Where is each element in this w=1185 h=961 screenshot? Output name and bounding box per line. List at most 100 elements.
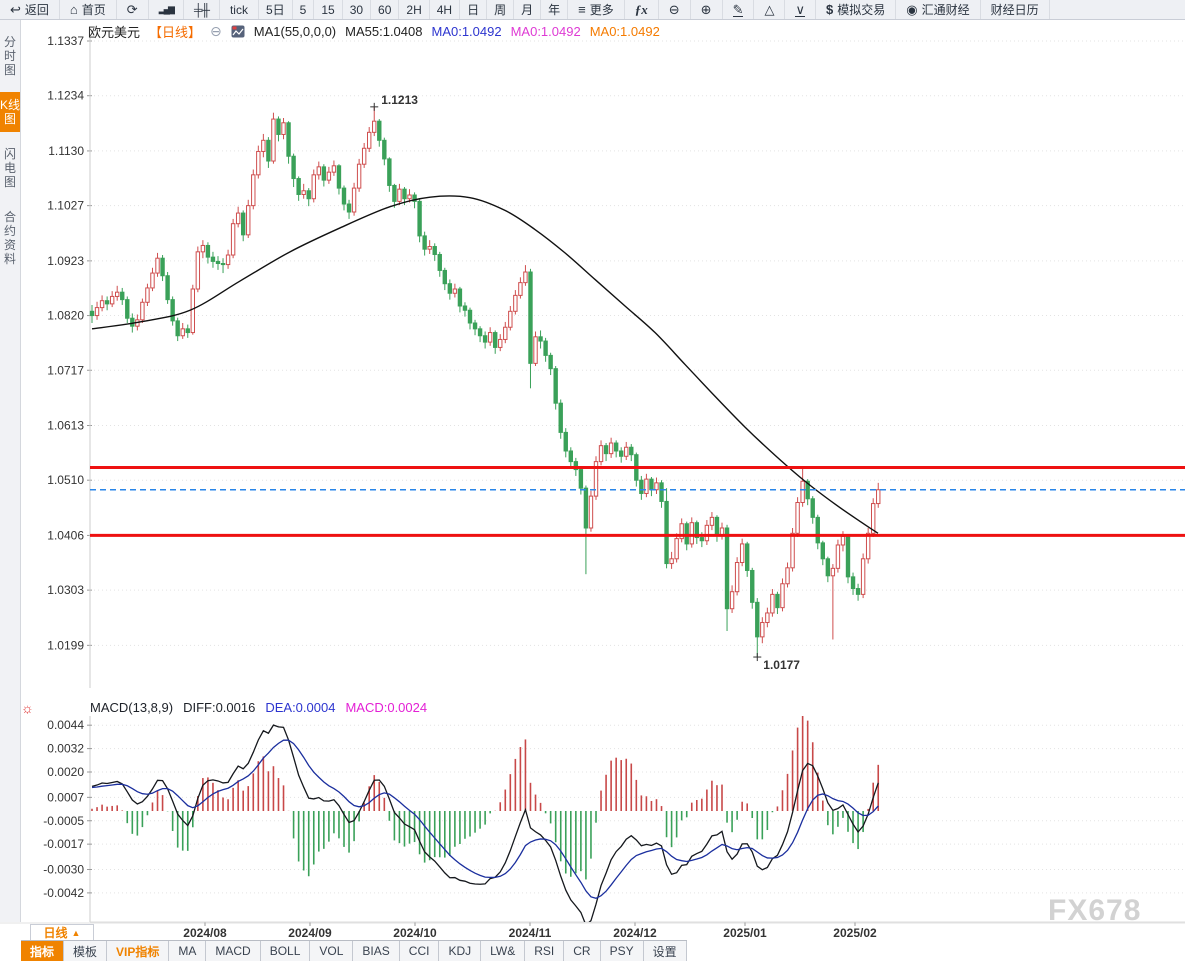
calendar-button-label: 财经日历 xyxy=(990,3,1039,17)
svg-text:1.1234: 1.1234 xyxy=(47,89,84,103)
home-button-label: 首页 xyxy=(81,3,106,17)
period-day-button[interactable]: 日 xyxy=(460,0,488,19)
zoom-out-button[interactable]: ⊖ xyxy=(659,0,691,19)
period-2h-button[interactable]: 2H xyxy=(399,0,430,19)
high-annotation: 1.1213 xyxy=(370,93,418,111)
period-day-button-label: 日 xyxy=(467,3,480,17)
period-60-button[interactable]: 60 xyxy=(371,0,400,19)
logo-icon: ◉ xyxy=(906,2,918,17)
draw-triangle-button[interactable]: △ xyxy=(754,0,786,19)
zoom-in-icon: ⊕ xyxy=(700,2,712,17)
calendar-button[interactable]: 财经日历 xyxy=(981,0,1050,19)
sidebar: 分时图 K线图闪电图合约资料 xyxy=(0,20,21,922)
tab-PSY[interactable]: PSY xyxy=(601,941,644,961)
tab-BOLL[interactable]: BOLL xyxy=(261,941,311,961)
ma-chart-icon[interactable] xyxy=(231,25,245,38)
period-4h-button[interactable]: 4H xyxy=(430,0,461,19)
period-5d-button-label: 5日 xyxy=(265,3,285,17)
draw-pencil-button[interactable]: ✎ xyxy=(723,0,755,19)
candle-chart-button[interactable]: ╪╫ xyxy=(184,0,220,19)
huitong-button[interactable]: ◉ 汇通财经 xyxy=(896,0,981,19)
more-button[interactable]: ≡ 更多 xyxy=(568,0,625,19)
triangle-icon: △ xyxy=(764,2,775,17)
collapse-icon[interactable]: ⊖ xyxy=(210,23,222,39)
sidebar-item-kline-chart[interactable]: K线图 xyxy=(0,92,20,132)
svg-text:0.0032: 0.0032 xyxy=(47,742,84,756)
svg-text:1.0510: 1.0510 xyxy=(47,473,84,487)
period-dropdown-button[interactable]: 日线 ▲ xyxy=(30,924,94,941)
svg-text:2024/09: 2024/09 xyxy=(288,926,332,940)
sim-trade-button[interactable]: $ 模拟交易 xyxy=(816,0,897,19)
svg-text:1.0303: 1.0303 xyxy=(47,583,84,597)
fx-icon: ƒx xyxy=(634,2,648,17)
draw-vline-button[interactable]: ∨ xyxy=(785,0,816,19)
tab-MA[interactable]: MA xyxy=(169,941,207,961)
sidebar-item-time-chart[interactable]: 分时图 xyxy=(3,35,16,77)
tab-VOL[interactable]: VOL xyxy=(310,941,354,961)
macd-dea-value: DEA:0.0004 xyxy=(265,700,336,715)
svg-text:-0.0017: -0.0017 xyxy=(43,837,84,851)
period-month-button[interactable]: 月 xyxy=(514,0,542,19)
sidebar-item-lightning-chart[interactable]: 闪电图 xyxy=(3,147,16,189)
more-button-label: 更多 xyxy=(589,3,614,17)
grid xyxy=(0,35,1185,924)
indicator-fx-button[interactable]: ƒx xyxy=(625,0,659,19)
tab-KDJ[interactable]: KDJ xyxy=(439,941,482,961)
svg-text:1.0199: 1.0199 xyxy=(47,638,84,652)
period-year-button[interactable]: 年 xyxy=(541,0,569,19)
svg-text:-0.0042: -0.0042 xyxy=(43,886,84,900)
period-30-button[interactable]: 30 xyxy=(343,0,372,19)
svg-text:-0.0030: -0.0030 xyxy=(43,863,84,877)
svg-text:1.0820: 1.0820 xyxy=(47,309,84,323)
symbol-name: 欧元美元 xyxy=(88,25,141,40)
macd-plot-area[interactable] xyxy=(90,716,1185,922)
tab-模板[interactable]: 模板 xyxy=(64,941,108,961)
tab-VIP指标[interactable]: VIP指标 xyxy=(107,941,170,961)
tab-CCI[interactable]: CCI xyxy=(400,941,440,961)
ma0-value-blue: MA0:1.0492 xyxy=(431,24,502,39)
period-5-button[interactable]: 5 xyxy=(293,0,315,19)
period-5d-button[interactable]: 5日 xyxy=(259,0,293,19)
svg-text:1.0923: 1.0923 xyxy=(47,254,84,268)
svg-text:1.1027: 1.1027 xyxy=(47,199,84,213)
refresh-button[interactable]: ⟳ xyxy=(117,0,149,19)
home-icon: ⌂ xyxy=(69,2,78,17)
period-week-button-label: 周 xyxy=(494,3,507,17)
svg-text:2025/01: 2025/01 xyxy=(723,926,767,940)
back-icon: ↩ xyxy=(10,2,21,17)
main-plot-area[interactable] xyxy=(90,35,1185,688)
tab-RSI[interactable]: RSI xyxy=(525,941,565,961)
tab-指标[interactable]: 指标 xyxy=(21,941,65,961)
zoom-in-button[interactable]: ⊕ xyxy=(691,0,723,19)
sim-trade-button-label: 模拟交易 xyxy=(837,3,886,17)
sidebar-item-contract-info[interactable]: 合约资料 xyxy=(3,210,16,266)
period-year-button-label: 年 xyxy=(548,3,561,17)
svg-text:2024/12: 2024/12 xyxy=(613,926,657,940)
tab-BIAS[interactable]: BIAS xyxy=(353,941,400,961)
period-5-button-label: 5 xyxy=(299,2,307,17)
svg-text:0.0020: 0.0020 xyxy=(47,765,84,779)
tab-设置[interactable]: 设置 xyxy=(644,941,687,961)
tab-CR[interactable]: CR xyxy=(564,941,601,961)
tick-period-button-label: tick xyxy=(229,2,248,17)
back-button[interactable]: ↩ 返回 xyxy=(0,0,60,19)
tab-MACD[interactable]: MACD xyxy=(206,941,261,961)
ma-param-label: MA1(55,0,0,0) xyxy=(253,24,337,39)
y-axis-labels: 1.1337 1.1234 1.1130 1.1027 1.0923 1.0820 1.07… xyxy=(47,34,84,652)
macd-title: MACD(13,8,9) xyxy=(90,700,174,715)
period-dropdown-label: 日线 xyxy=(43,926,68,940)
macd-settings-icon[interactable]: ☼ xyxy=(21,700,34,716)
period-15-button[interactable]: 15 xyxy=(314,0,343,19)
low-annotation: 1.0177 xyxy=(753,653,800,672)
line-chart-button[interactable]: ▂▄▆ xyxy=(149,0,184,19)
chevron-up-icon: ▲ xyxy=(71,927,81,938)
home-button[interactable]: ⌂ 首页 xyxy=(60,0,117,19)
macd-grid: 0.0044 0.0032 0.0020 0.0007 -0.0005 -0.0017 -0… xyxy=(43,718,1185,900)
period-week-button[interactable]: 周 xyxy=(487,0,515,19)
dollar-icon: $ xyxy=(826,2,834,17)
tab-LW&[interactable]: LW& xyxy=(481,941,526,961)
svg-text:2025/02: 2025/02 xyxy=(833,926,877,940)
menu-icon: ≡ xyxy=(578,2,586,17)
v-line-icon: ∨ xyxy=(795,1,805,17)
tick-period-button[interactable]: tick xyxy=(220,0,259,19)
